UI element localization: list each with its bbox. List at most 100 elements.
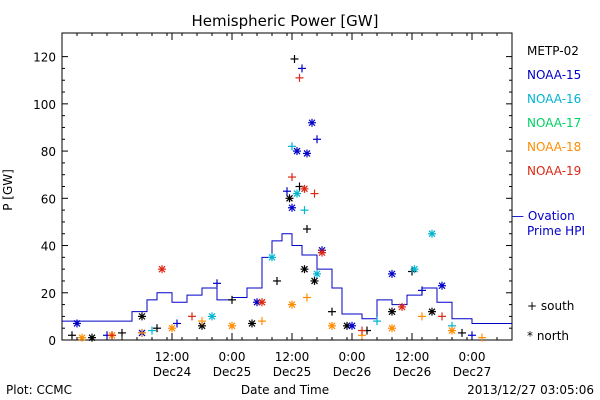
north-point bbox=[448, 326, 456, 335]
north-point bbox=[300, 265, 309, 274]
legend-entry: NOAA-15 bbox=[527, 68, 581, 82]
x-axis-label: Date and Time bbox=[241, 383, 329, 397]
south-point bbox=[273, 276, 281, 285]
marker-stroke bbox=[78, 334, 86, 342]
north-point bbox=[138, 312, 146, 321]
south-point bbox=[468, 331, 476, 340]
marker-stroke bbox=[328, 322, 336, 330]
marker-stroke bbox=[348, 322, 356, 330]
y-tick-label: 120 bbox=[33, 51, 56, 65]
x-tick-label-time: 0:00 bbox=[459, 350, 486, 364]
north-point bbox=[285, 194, 294, 203]
north-point bbox=[258, 298, 266, 307]
north-point bbox=[208, 312, 216, 321]
x-tick-label-time: 12:00 bbox=[155, 350, 190, 364]
south-point bbox=[358, 326, 366, 335]
marker-stroke bbox=[311, 277, 318, 285]
south-point bbox=[68, 331, 76, 340]
x-tick-label-date: Dec26 bbox=[393, 365, 432, 379]
north-point bbox=[388, 307, 396, 316]
marker-stroke bbox=[313, 270, 321, 278]
south-point bbox=[118, 328, 126, 337]
south-point bbox=[313, 135, 321, 144]
north-point bbox=[228, 321, 236, 330]
north-point bbox=[318, 248, 326, 257]
north-point bbox=[388, 269, 396, 278]
south-point bbox=[213, 279, 221, 288]
ovation-hpi-line bbox=[62, 233, 512, 324]
legend-ovation-line1: — Ovation bbox=[512, 209, 575, 223]
marker-stroke bbox=[208, 312, 216, 320]
north-point bbox=[313, 269, 321, 278]
south-point bbox=[283, 187, 291, 196]
marker-stroke bbox=[138, 312, 146, 320]
south-point bbox=[153, 324, 161, 333]
marker-stroke bbox=[248, 320, 256, 327]
south-point bbox=[188, 312, 196, 321]
legend-ovation-line2: Prime HPI bbox=[527, 224, 585, 238]
north-point bbox=[88, 333, 96, 342]
marker-stroke bbox=[286, 194, 293, 202]
legend: METP-02 NOAA-15 NOAA-16 NOAA-17 NOAA-18 NOAA-… bbox=[512, 44, 585, 343]
marker-stroke bbox=[73, 320, 81, 327]
north-point bbox=[288, 300, 296, 309]
footer-plot-credit: Plot: CCMC bbox=[6, 383, 72, 397]
footer-timestamp: 2013/12/27 03:05:06 bbox=[467, 383, 594, 397]
x-tick-label-time: 12:00 bbox=[395, 350, 430, 364]
y-tick-label: 80 bbox=[41, 145, 56, 159]
marker-stroke bbox=[88, 334, 96, 342]
x-tick-label-date: Dec24 bbox=[153, 365, 192, 379]
marker-stroke bbox=[301, 185, 308, 193]
north-point bbox=[288, 203, 296, 212]
x-tick-label-time: 0:00 bbox=[219, 350, 246, 364]
north-point bbox=[428, 307, 436, 316]
south-point bbox=[173, 319, 181, 328]
north-point bbox=[328, 321, 336, 330]
plot-frame bbox=[61, 32, 513, 341]
y-axis-label: P [GW] bbox=[1, 169, 15, 211]
south-point bbox=[458, 328, 466, 337]
south-point bbox=[298, 64, 306, 73]
north-point bbox=[293, 147, 301, 156]
marker-stroke bbox=[288, 204, 296, 212]
marker-stroke bbox=[428, 230, 436, 238]
y-tick-label: 40 bbox=[41, 240, 56, 254]
marker-stroke bbox=[288, 301, 296, 309]
marker-stroke bbox=[388, 308, 396, 316]
legend-entry: NOAA-17 bbox=[527, 116, 581, 130]
legend-entry: NOAA-16 bbox=[527, 92, 581, 106]
marker-stroke bbox=[268, 253, 276, 261]
y-tick-label: 100 bbox=[33, 98, 56, 112]
marker-stroke bbox=[388, 270, 396, 278]
north-point bbox=[398, 302, 406, 311]
marker-stroke bbox=[388, 324, 396, 332]
marker-stroke bbox=[438, 282, 446, 290]
marker-stroke bbox=[293, 147, 301, 155]
north-point bbox=[268, 253, 276, 262]
north-point bbox=[73, 319, 81, 328]
x-tick-label-date: Dec25 bbox=[213, 365, 252, 379]
ovation-line bbox=[62, 233, 512, 324]
marker-stroke bbox=[158, 265, 166, 273]
north-point bbox=[78, 333, 86, 342]
north-point bbox=[253, 298, 261, 307]
south-point bbox=[228, 295, 236, 304]
x-tick-label-time: 12:00 bbox=[275, 350, 310, 364]
south-point bbox=[418, 312, 426, 321]
south-point bbox=[300, 206, 309, 215]
legend-entry: METP-02 bbox=[527, 44, 579, 58]
y-tick-label: 20 bbox=[41, 287, 56, 301]
south-point bbox=[288, 173, 296, 182]
north-point bbox=[300, 184, 309, 193]
marker-stroke bbox=[448, 327, 456, 334]
marker-stroke bbox=[301, 265, 308, 273]
legend-marker: + south bbox=[527, 299, 574, 313]
marker-stroke bbox=[411, 265, 418, 273]
north-point bbox=[248, 319, 256, 328]
south-point bbox=[258, 317, 266, 326]
south-point bbox=[328, 307, 336, 316]
north-point bbox=[410, 265, 419, 274]
south-point bbox=[303, 293, 311, 302]
south-point bbox=[310, 189, 319, 198]
south-point bbox=[295, 73, 304, 82]
